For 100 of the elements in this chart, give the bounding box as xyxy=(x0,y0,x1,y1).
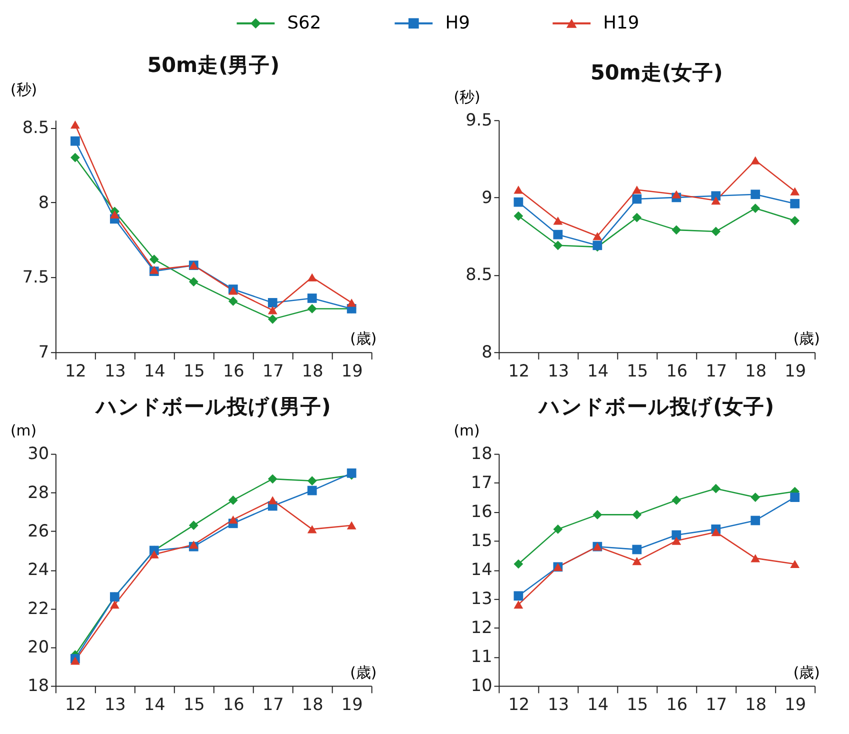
point xyxy=(149,550,159,558)
point xyxy=(790,492,800,502)
point xyxy=(228,496,238,505)
y-axis-title: (秒) xyxy=(454,88,480,106)
chart-title: 50m走(男子) xyxy=(147,53,280,78)
point xyxy=(70,120,80,129)
point xyxy=(672,530,682,540)
y-tick-label: 7.5 xyxy=(22,266,50,287)
point xyxy=(672,190,682,198)
y-tick-label: 9.5 xyxy=(466,110,492,130)
point xyxy=(750,554,760,562)
y-tick-label: 8 xyxy=(38,192,50,212)
x-tick-label: 19 xyxy=(341,694,363,714)
point xyxy=(514,197,524,207)
y-tick-label: 22 xyxy=(28,598,50,618)
y-tick-label: 17 xyxy=(470,472,492,492)
y-tick-label: 20 xyxy=(28,636,50,657)
legend-label: H9 xyxy=(445,13,470,34)
x-tick-label: 13 xyxy=(548,360,570,380)
point xyxy=(553,230,563,240)
point xyxy=(514,211,524,221)
point xyxy=(514,600,524,609)
y-tick-label: 14 xyxy=(470,559,492,580)
x-tick-label: 15 xyxy=(626,360,648,380)
point xyxy=(553,216,563,225)
point xyxy=(268,298,278,308)
y-tick-label: 24 xyxy=(28,559,50,580)
point xyxy=(514,559,524,569)
point xyxy=(188,520,198,530)
y-tick-label: 18 xyxy=(28,675,50,696)
point xyxy=(750,204,760,213)
point xyxy=(307,476,317,486)
point xyxy=(307,294,317,303)
point xyxy=(307,486,317,496)
point xyxy=(632,557,642,566)
x-tick-label: 16 xyxy=(666,694,688,714)
y-tick-label: 7 xyxy=(38,342,50,362)
y-tick-label: 15 xyxy=(470,530,492,550)
point xyxy=(70,152,80,162)
legend-label: S62 xyxy=(287,13,322,34)
point xyxy=(307,273,317,282)
point xyxy=(110,210,120,218)
point xyxy=(70,656,80,665)
y-tick-label: 8 xyxy=(482,342,492,362)
legend-label: H19 xyxy=(603,13,640,34)
point xyxy=(553,240,563,250)
y-tick-label: 11 xyxy=(470,646,492,666)
x-tick-label: 18 xyxy=(302,694,324,714)
point xyxy=(592,232,602,240)
x-tick-label: 18 xyxy=(745,694,767,714)
x-tick-label: 17 xyxy=(706,694,728,714)
y-tick-label: 8.5 xyxy=(22,117,50,138)
y-tick-label: 12 xyxy=(470,617,492,638)
y-tick-label: 8.5 xyxy=(466,264,492,284)
point xyxy=(188,540,198,549)
point xyxy=(672,536,682,545)
x-tick-label: 14 xyxy=(144,694,166,714)
x-axis-title: (歳) xyxy=(350,664,377,682)
point xyxy=(346,298,356,307)
x-tick-label: 19 xyxy=(784,694,806,714)
x-tick-label: 14 xyxy=(144,360,166,380)
x-tick-label: 14 xyxy=(587,694,609,714)
chart-title: ハンドボール投げ(女子) xyxy=(537,394,774,418)
x-tick-label: 19 xyxy=(784,360,806,380)
x-axis-title: (歳) xyxy=(793,330,820,348)
x-tick-label: 12 xyxy=(508,360,530,380)
x-tick-label: 18 xyxy=(745,360,767,380)
point xyxy=(672,496,682,505)
y-axis-title: (m) xyxy=(10,422,36,440)
point xyxy=(149,254,159,264)
point xyxy=(711,528,721,536)
point xyxy=(632,186,642,194)
x-tick-label: 16 xyxy=(666,360,688,380)
y-tick-label: 16 xyxy=(470,501,492,522)
point xyxy=(632,212,642,222)
y-tick-label: 10 xyxy=(470,675,492,696)
x-axis-title: (歳) xyxy=(793,664,820,682)
x-tick-label: 13 xyxy=(104,694,126,714)
chart-title: ハンドボール投げ(男子) xyxy=(94,394,331,418)
x-tick-label: 17 xyxy=(706,360,728,380)
point xyxy=(553,524,563,534)
y-axis-title: (m) xyxy=(454,422,480,440)
y-tick-label: 18 xyxy=(470,443,492,464)
point xyxy=(750,516,760,526)
x-tick-label: 15 xyxy=(183,360,205,380)
point xyxy=(790,560,800,568)
point xyxy=(514,186,524,194)
x-tick-label: 14 xyxy=(587,360,609,380)
point xyxy=(790,187,800,196)
point xyxy=(228,296,238,306)
point xyxy=(711,196,721,205)
x-tick-label: 16 xyxy=(222,694,244,714)
point xyxy=(750,190,760,200)
point xyxy=(110,600,120,609)
point xyxy=(268,474,278,484)
x-tick-label: 15 xyxy=(626,694,648,714)
y-tick-label: 30 xyxy=(28,443,50,464)
point xyxy=(632,194,642,204)
point xyxy=(268,496,278,504)
y-tick-label: 28 xyxy=(28,482,50,502)
